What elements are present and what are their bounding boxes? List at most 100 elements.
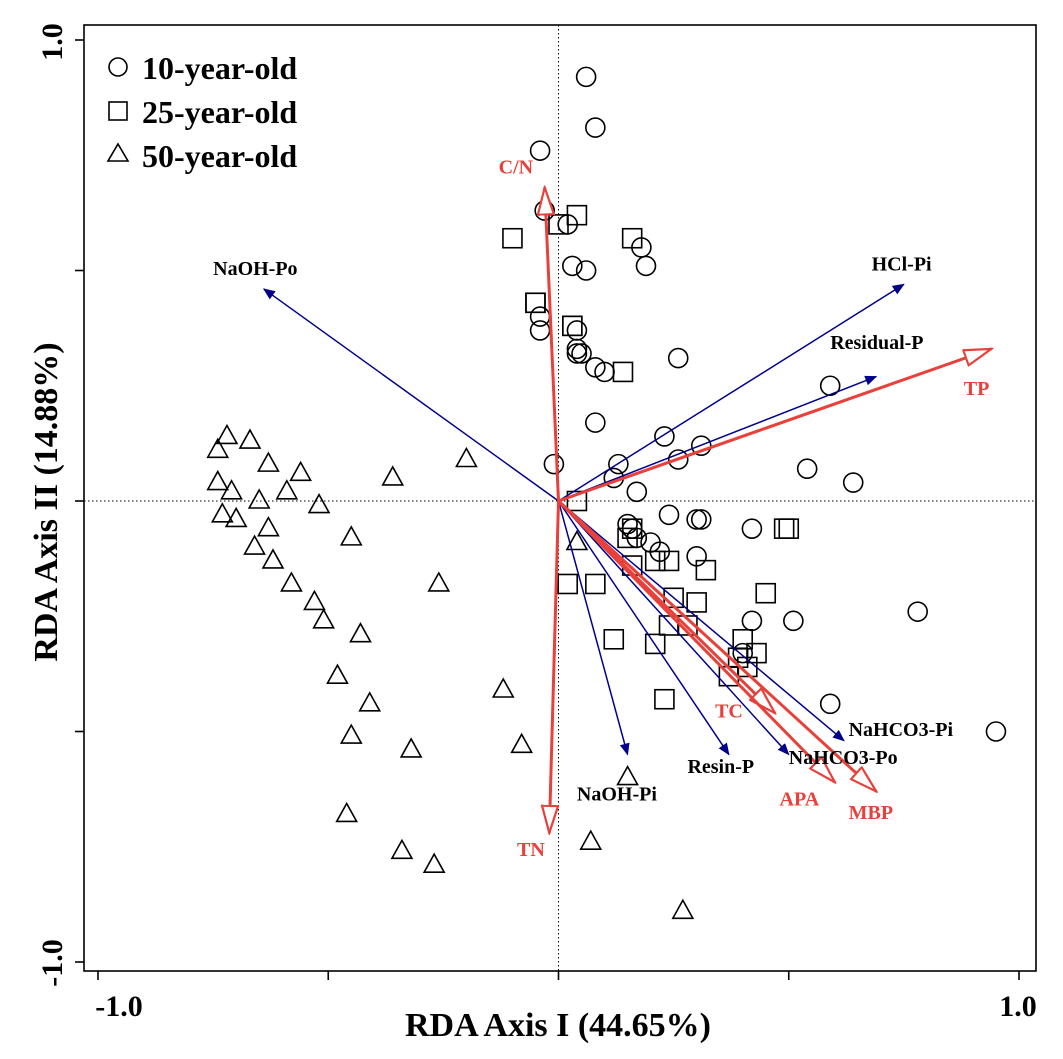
vector-label-tc: TC [715, 701, 743, 723]
environment-vectors: NaOH-Po HCl-Pi Residual-P NaOH-Pi Resin-P NaH… [213, 157, 991, 861]
point-50-year-old [312, 608, 336, 629]
point-10-year-old [562, 255, 583, 277]
vector-label-nahco3-po: NaHCO3-Po [789, 747, 898, 769]
point-25-year-old [562, 315, 583, 337]
point-10-year-old [585, 117, 606, 138]
point-25-year-old [612, 361, 634, 383]
vector-label-hcl-pi: HCl-Pi [872, 254, 932, 276]
point-10-year-old [566, 320, 588, 341]
point-10-year-old [686, 509, 707, 530]
point-10-year-old [907, 601, 928, 622]
point-10-year-old [796, 458, 818, 480]
point-50-year-old [238, 428, 262, 449]
vector-mbp [557, 499, 877, 791]
point-25-year-old [566, 490, 588, 512]
x-tick-label-left: -1.0 [95, 990, 143, 1023]
vector-hcl-pi [558, 283, 905, 502]
point-50-year-old [280, 571, 303, 592]
point-10-year-old [985, 721, 1007, 742]
point-25-year-old [695, 559, 717, 581]
x-axis-title: RDA Axis I (44.65%) [405, 1007, 711, 1044]
point-10-year-old [667, 347, 689, 369]
point-25-year-old [617, 527, 638, 549]
point-50-year-old [307, 492, 331, 514]
vector-label-tn: TN [517, 839, 545, 861]
point-10-year-old [690, 435, 712, 456]
point-10-year-old [741, 610, 763, 632]
vector-label-tp: TP [964, 378, 990, 400]
point-50-year-old [261, 548, 285, 569]
axis-ticks [75, 39, 1020, 980]
point-50-year-old [257, 516, 280, 537]
vector-label-nahco3-pi: NaHCO3-Pi [849, 719, 954, 741]
point-10-year-old [566, 343, 588, 364]
point-50-year-old [257, 451, 280, 472]
legend-triangle-icon [106, 142, 130, 162]
point-50-year-old [565, 529, 589, 551]
point-10-year-old [783, 610, 804, 632]
point-50-year-old [339, 723, 363, 744]
point-25-year-old [502, 227, 523, 249]
point-50-year-old [206, 437, 230, 459]
vector-nahco3-pi [558, 500, 845, 742]
point-10-year-old [529, 140, 551, 161]
point-50-year-old [243, 534, 266, 555]
legend-square-icon [108, 101, 128, 121]
vector-resin-p [557, 500, 730, 756]
vector-label-residual-p: Residual-P [830, 332, 923, 354]
y-tick-label-top: 1.0 [36, 23, 69, 61]
point-10-year-old [842, 472, 864, 493]
vector-residual-p [558, 375, 878, 502]
point-50-year-old [289, 460, 312, 482]
point-25-year-old [621, 227, 643, 249]
point-25-year-old [677, 615, 698, 636]
point-10-year-old [608, 453, 629, 475]
point-10-year-old [566, 338, 588, 360]
vector-apa [557, 499, 835, 782]
point-50-year-old [510, 732, 534, 754]
point-50-year-old [422, 852, 446, 873]
point-25-year-old [773, 518, 795, 539]
legend-label-50-year-old: 50-year-old [142, 138, 297, 174]
vector-label-naoh-pi: NaOH-Pi [577, 784, 657, 806]
point-50-year-old [206, 469, 230, 491]
point-50-year-old [427, 571, 451, 592]
point-50-year-old [579, 829, 603, 850]
point-25-year-old [525, 292, 546, 314]
point-50-year-old [349, 622, 372, 643]
point-50-year-old [326, 663, 349, 684]
point-25-year-old [644, 550, 666, 572]
point-10-year-old [654, 426, 675, 447]
point-25-year-old [562, 315, 583, 337]
point-10-year-old [575, 260, 597, 281]
point-25-year-old [644, 633, 666, 655]
point-25-year-old [755, 582, 777, 604]
point-50-year-old [247, 488, 271, 509]
point-50-year-old [399, 737, 423, 758]
vector-tn [549, 500, 560, 833]
vector-naoh-po [262, 288, 559, 502]
point-10-year-old [529, 320, 551, 341]
point-10-year-old [819, 693, 841, 715]
point-10-year-old [741, 518, 763, 539]
vector-label-naoh-po: NaOH-Po [213, 258, 297, 280]
point-10-year-old [658, 504, 680, 526]
point-25-year-old [525, 292, 546, 314]
point-10-year-old [626, 481, 648, 503]
point-25-year-old [654, 688, 675, 710]
point-50-year-old [455, 446, 478, 468]
x-tick-label-right: 1.0 [999, 990, 1037, 1023]
point-10-year-old [732, 642, 754, 664]
point-50-year-old [616, 764, 639, 786]
point-50-year-old [491, 677, 515, 698]
point-25-year-old [548, 214, 569, 235]
point-10-year-old [571, 343, 592, 364]
vector-tp [558, 347, 992, 503]
point-50-year-old [220, 479, 243, 500]
point-10-year-old [585, 357, 606, 378]
point-10-year-old [667, 449, 689, 470]
y-tick-label-bottom: -1.0 [36, 939, 69, 987]
point-25-year-old [603, 628, 625, 650]
legend-circle-icon [108, 57, 128, 77]
point-50-year-old [358, 691, 382, 712]
